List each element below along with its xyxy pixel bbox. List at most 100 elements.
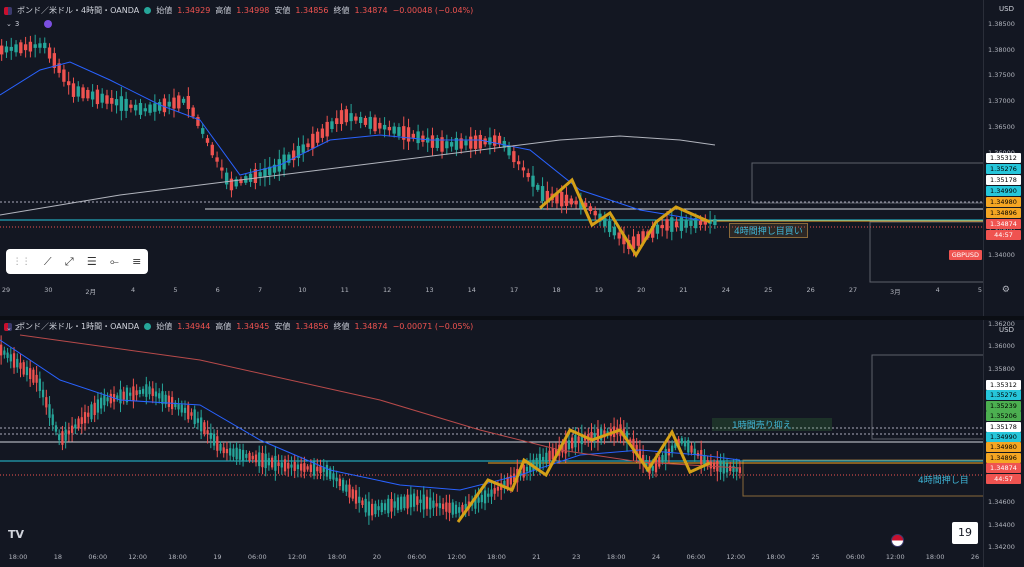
chart-pane-4h[interactable]: ポンド／米ドル・4時間・OANDA 始値 1.34929 高値 1.34998 安値… xyxy=(0,0,1024,316)
candle-body xyxy=(712,462,716,469)
currency-label[interactable]: USD xyxy=(999,326,1014,334)
candle-body xyxy=(87,412,90,417)
candle-body xyxy=(12,353,16,368)
candle-body xyxy=(300,463,303,471)
candle-body xyxy=(383,503,387,511)
candle-body xyxy=(478,134,483,149)
candle-body xyxy=(251,455,254,460)
time-tick: 5 xyxy=(977,286,983,294)
candle-body xyxy=(684,219,688,228)
time-axis-1h[interactable]: 18:00 18 06:00 12:00 18:00 19 06:00 12:00 18:00 2… xyxy=(0,550,984,564)
candle-body xyxy=(103,395,106,406)
time-tick: 2月 xyxy=(85,288,97,296)
ray-icon[interactable]: ⤢ xyxy=(64,254,74,268)
time-tick: 12:00 xyxy=(287,553,307,561)
candle-body xyxy=(564,439,567,454)
time-tick: 12:00 xyxy=(885,553,905,561)
candle-body xyxy=(373,117,377,132)
horizontal-line-icon[interactable]: ⟜ xyxy=(110,254,119,268)
currency-label[interactable]: USD xyxy=(999,5,1014,13)
time-tick: 20 xyxy=(637,286,646,294)
candle-body xyxy=(109,393,112,404)
close-value: 1.34874 xyxy=(354,6,388,15)
candle-body xyxy=(588,206,593,212)
candle-body xyxy=(474,494,477,509)
zone-box xyxy=(751,162,984,204)
candle-body xyxy=(411,133,416,138)
price-tick: 1.37000 xyxy=(988,97,1015,106)
time-tick: 12:00 xyxy=(726,553,746,561)
time-axis-4h[interactable]: 29 30 2月 4 5 6 7 10 11 12 13 14 17 18 19 20 21 24 25 26 27 3月… xyxy=(0,283,984,297)
price-tag: 1.34874 xyxy=(986,219,1021,229)
chart-pane-1h[interactable]: ポンド／米ドル・1時間・OANDA 始値 1.34944 高値 1.34945 安値… xyxy=(0,320,1024,567)
candle-body xyxy=(416,131,420,144)
candle-body xyxy=(374,503,377,515)
pane-divider[interactable] xyxy=(0,316,1024,320)
price-axis-1h[interactable]: USD 1.362001.360001.358001.356001.354001… xyxy=(983,320,1024,567)
indicator-toggle[interactable]: ⌄ 3 xyxy=(6,20,53,28)
candle-body xyxy=(406,127,411,142)
candle-body xyxy=(577,436,580,443)
candle-body xyxy=(172,97,176,109)
price-axis-4h[interactable]: USD 1.38500 1.38000 1.37500 1.37000 1.36500 1… xyxy=(983,0,1024,316)
symbol-tag: GBPUSD xyxy=(948,250,982,260)
candle-body xyxy=(483,490,487,504)
ma-slow-line xyxy=(0,135,716,216)
chart-header-4h: ポンド／米ドル・4時間・OANDA 始値 1.34929 高値 1.34998 安値… xyxy=(4,4,473,17)
candle-body xyxy=(574,200,578,205)
settings-gear-icon[interactable]: ⚙ xyxy=(1001,285,1010,295)
candle-body xyxy=(258,452,261,467)
symbol-title[interactable]: ポンド／米ドル・1時間・OANDA xyxy=(17,322,140,331)
indicator-toggle[interactable]: ⌄ 2 xyxy=(6,324,19,332)
plot-area-1h[interactable] xyxy=(0,320,984,547)
candle-body xyxy=(560,192,564,207)
candle-body xyxy=(19,42,23,54)
candle-body xyxy=(287,462,290,469)
tradingview-logo[interactable]: TV xyxy=(8,528,25,541)
candle-body xyxy=(487,493,490,497)
indicator-icon xyxy=(44,20,53,28)
candle-body xyxy=(670,217,674,232)
time-tick: 14 xyxy=(467,286,476,294)
candle-body xyxy=(377,506,380,511)
candle-body xyxy=(536,184,540,190)
candle-body xyxy=(564,194,569,206)
low-label: 安値 xyxy=(274,6,291,15)
drag-handle-icon[interactable]: ⋮⋮ xyxy=(12,256,31,267)
change-value: −0.00048 (−0.04%) xyxy=(392,6,474,15)
date-badge[interactable]: 19 xyxy=(952,522,978,544)
symbol-title[interactable]: ポンド／米ドル・4時間・OANDA xyxy=(17,6,140,15)
candle-body xyxy=(90,404,93,420)
plot-area-4h[interactable] xyxy=(0,0,984,283)
annotation-1h-sell[interactable]: 1時間売り抑え xyxy=(712,418,832,431)
candle-body xyxy=(392,126,396,134)
candle-body xyxy=(406,494,409,509)
trend-line-icon[interactable]: ⟋ xyxy=(43,254,52,268)
candle-body xyxy=(654,457,658,473)
candle-body xyxy=(329,468,332,479)
candle-body xyxy=(330,121,334,129)
candle-body xyxy=(345,484,348,492)
candle-body xyxy=(571,437,574,449)
parallel-lines-icon[interactable]: ≡ xyxy=(132,255,142,268)
candle-body xyxy=(612,226,617,236)
candle-body xyxy=(690,445,693,453)
candle-body xyxy=(531,175,535,187)
candle-body xyxy=(254,454,258,463)
chevron-down-icon: ⌄ xyxy=(6,324,12,332)
candle-body xyxy=(422,494,425,510)
annotation-4h-buy[interactable]: 4時間押し目買い xyxy=(729,223,808,238)
annotation-4h-buy[interactable]: 4時間押し目 xyxy=(918,476,969,486)
time-tick: 12:00 xyxy=(128,553,147,561)
candle-body xyxy=(689,220,693,226)
candle-body xyxy=(186,95,191,109)
high-value: 1.34998 xyxy=(236,6,270,15)
candle-body xyxy=(622,235,626,245)
event-flag-icon[interactable] xyxy=(891,534,904,547)
candle-body xyxy=(143,108,147,112)
price-tick: 1.35800 xyxy=(988,364,1015,373)
fib-icon[interactable]: ☰ xyxy=(86,255,97,268)
candle-body xyxy=(238,448,241,460)
candle-body xyxy=(607,221,612,233)
change-value: −0.00071 (−0.05%) xyxy=(392,322,474,331)
